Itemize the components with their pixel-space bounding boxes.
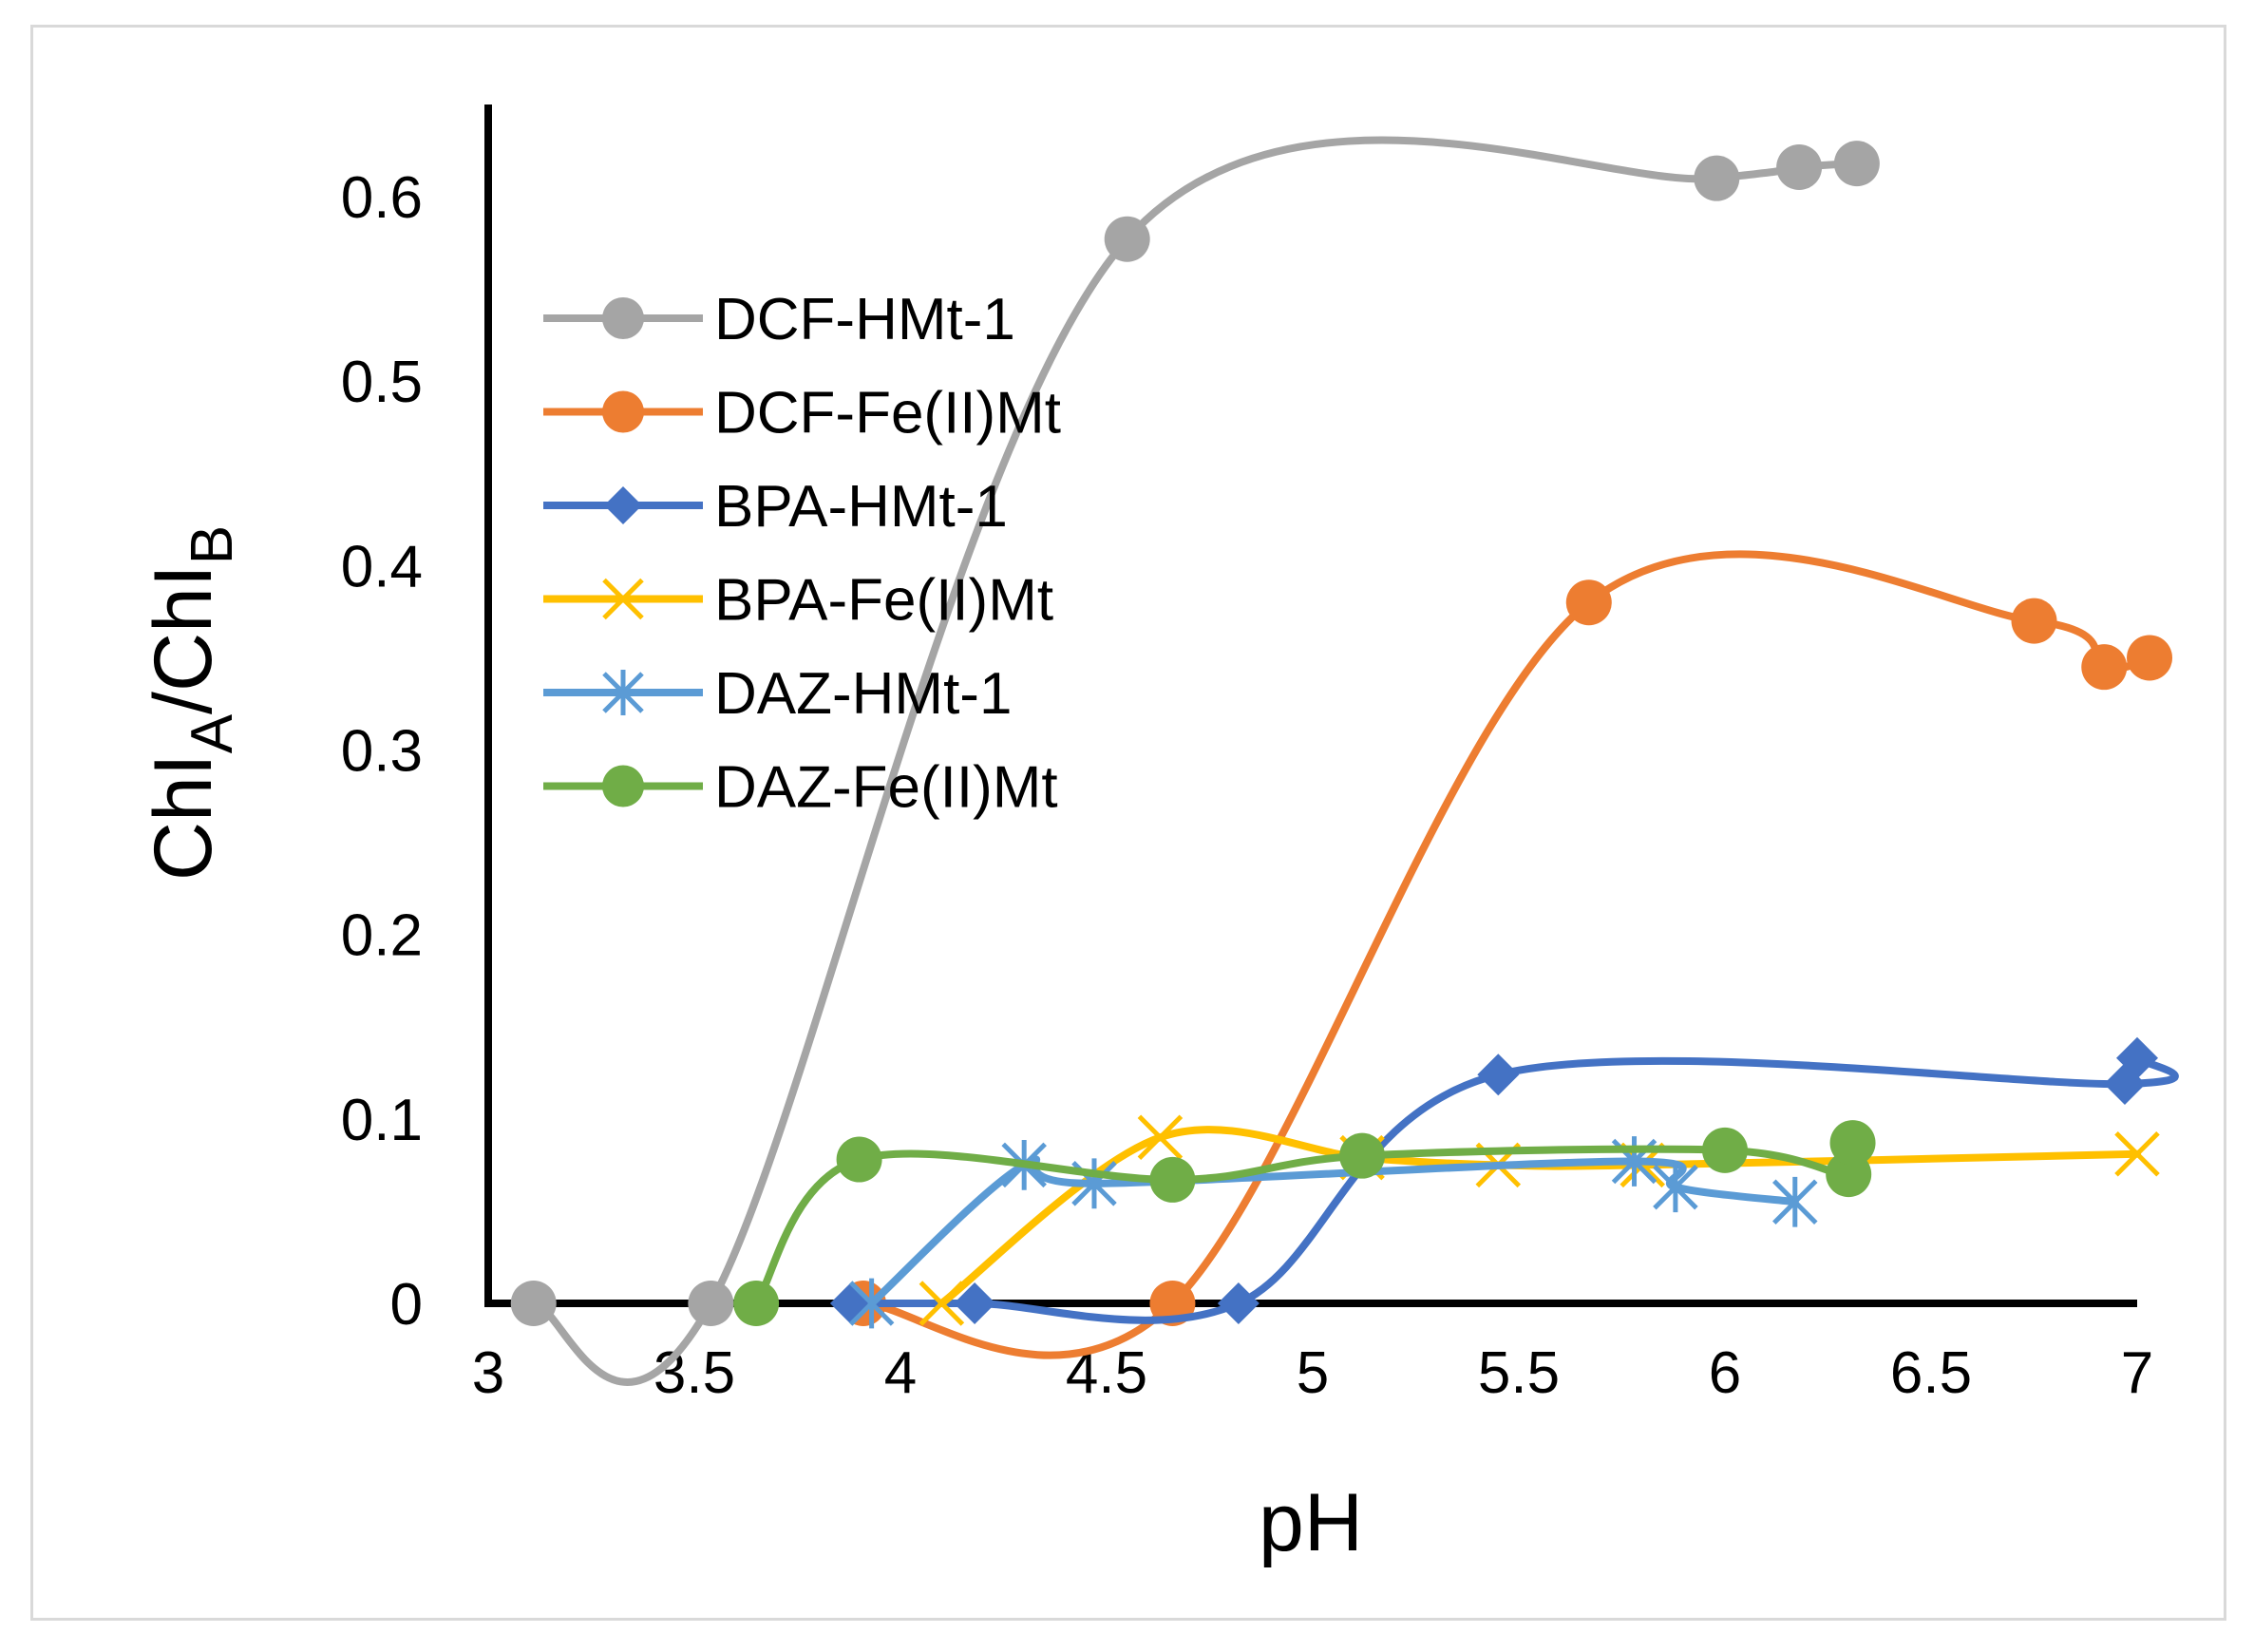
y-axis-title: ChIA/ChIB	[138, 525, 245, 881]
x-tick-label: 6	[1709, 1340, 1741, 1406]
data-point	[510, 1281, 557, 1326]
series-line	[846, 1054, 2179, 1324]
y-axis-title-subscript-a: A	[180, 713, 245, 753]
x-tick-label: 5.5	[1478, 1340, 1560, 1406]
series-daz-fe-ii-mt	[733, 1120, 1876, 1326]
y-tick-label: 0.4	[341, 534, 423, 599]
data-point	[604, 486, 642, 524]
legend-entry: BPA-HMt-1	[543, 474, 1008, 540]
legend-label: DCF-Fe(II)Mt	[714, 381, 1061, 446]
data-point	[2011, 598, 2057, 644]
data-point	[602, 297, 644, 339]
y-axis-title-base: ChI	[138, 753, 229, 881]
legend: DCF-HMt-1 DCF-Fe(II)Mt BPA-HMt-1 BPA-Fe(II)…	[543, 287, 1061, 821]
data-point	[602, 390, 644, 433]
y-tick-label: 0	[390, 1272, 423, 1338]
series-line	[938, 1126, 2141, 1307]
y-tick-label: 0.1	[341, 1088, 423, 1153]
data-point	[733, 1281, 780, 1326]
data-point	[836, 1136, 882, 1183]
x-tick-label: 4	[884, 1340, 917, 1406]
x-tick-labels: 3 3.5 4 4.5 5 5.5 6 6.5 7	[472, 1340, 2153, 1406]
data-point	[1477, 1054, 1520, 1096]
data-point	[1829, 1120, 1876, 1167]
data-point	[2116, 1036, 2158, 1079]
y-tick-labels: 0 0.1 0.2 0.3 0.4 0.5 0.6	[341, 165, 423, 1338]
y-tick-label: 0.3	[341, 719, 423, 785]
chart-frame	[30, 25, 2226, 1621]
x-axis-title: pH	[1259, 1477, 1363, 1568]
y-axis-title-subscript-b: B	[180, 525, 245, 564]
series-layer	[510, 136, 2179, 1386]
data-point	[1694, 155, 1740, 201]
data-point	[602, 670, 644, 715]
y-axis-title-separator: /ChI	[138, 564, 229, 714]
data-point	[1149, 1156, 1196, 1203]
series-dcf-hmt-1	[510, 136, 1880, 1386]
series-line	[859, 550, 2154, 1359]
series-dcf-fe-ii-mt	[840, 550, 2173, 1359]
data-point	[2081, 644, 2128, 691]
data-point	[2114, 1130, 2160, 1177]
x-tick-label: 5	[1297, 1340, 1329, 1406]
x-tick-label: 6.5	[1890, 1340, 1972, 1406]
legend-entry: BPA-Fe(II)Mt	[543, 568, 1053, 634]
data-point	[1137, 1114, 1184, 1161]
x-tick-label: 3	[472, 1340, 504, 1406]
data-point	[848, 1278, 895, 1329]
data-point	[602, 578, 644, 620]
legend-label: DAZ-HMt-1	[714, 661, 1012, 727]
data-point	[1339, 1132, 1386, 1179]
y-tick-label: 0.5	[341, 350, 423, 415]
legend-entry: DAZ-HMt-1	[543, 661, 1012, 727]
series-bpa-hmt-1	[829, 1036, 2179, 1324]
data-point	[1565, 579, 1612, 626]
data-point	[602, 765, 644, 807]
legend-entry: DAZ-Fe(II)Mt	[543, 755, 1058, 821]
y-tick-label: 0.6	[341, 165, 423, 231]
legend-label: BPA-HMt-1	[714, 474, 1008, 540]
data-point	[1772, 1176, 1818, 1227]
data-point	[954, 1282, 996, 1324]
data-point	[1653, 1162, 1698, 1213]
data-point	[1104, 216, 1150, 262]
legend-entry: DCF-Fe(II)Mt	[543, 381, 1061, 446]
data-point	[1833, 141, 1880, 187]
legend-label: DAZ-Fe(II)Mt	[714, 755, 1058, 821]
y-tick-label: 0.2	[341, 903, 423, 969]
x-tick-label: 3.5	[653, 1340, 735, 1406]
data-point	[688, 1281, 734, 1326]
legend-entry: DCF-HMt-1	[543, 287, 1015, 352]
legend-label: DCF-HMt-1	[714, 287, 1015, 352]
data-point	[2127, 635, 2173, 681]
series-daz-hmt-1	[848, 1136, 1818, 1329]
data-point	[919, 1281, 965, 1326]
x-tick-label: 7	[2121, 1340, 2153, 1406]
data-point	[1217, 1282, 1260, 1324]
data-point	[1702, 1127, 1748, 1173]
data-point	[1776, 144, 1823, 191]
legend-label: BPA-Fe(II)Mt	[714, 568, 1053, 634]
